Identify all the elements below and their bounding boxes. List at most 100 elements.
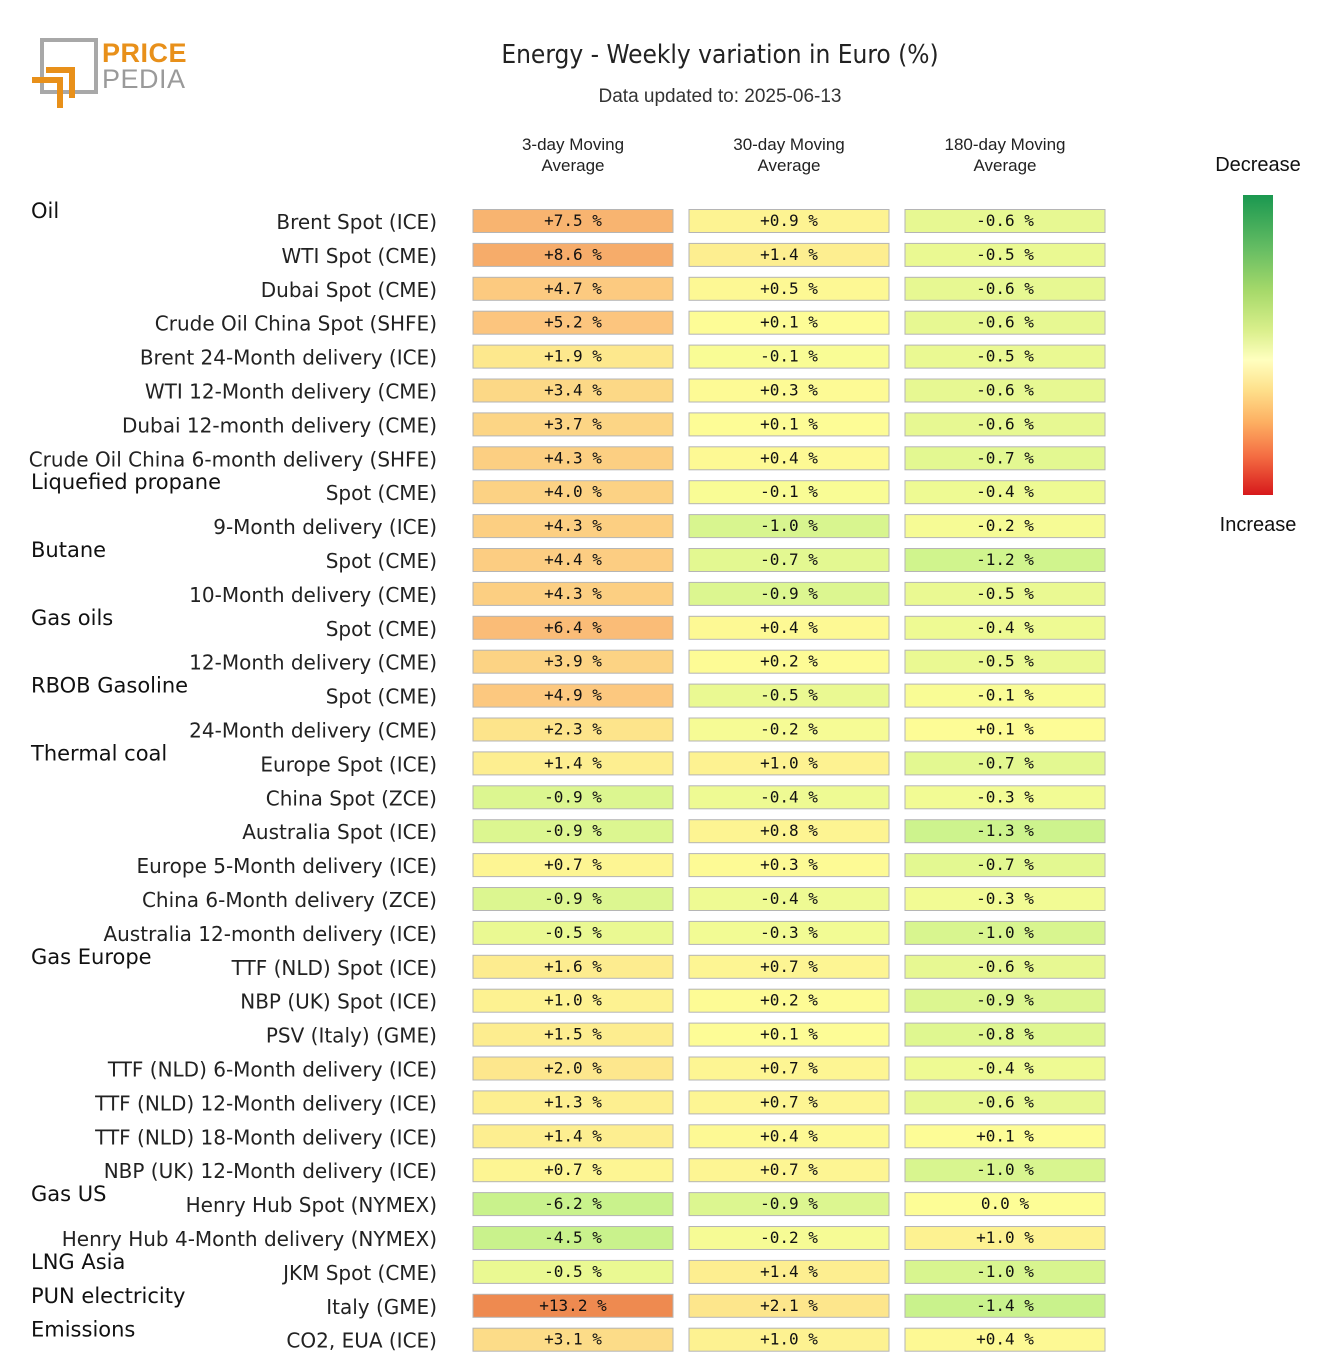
column-header-180day: 180-day Moving Average xyxy=(944,135,1066,175)
row-label: TTF (NLD) 6-Month delivery (ICE) xyxy=(107,1058,437,1082)
cell-value: -0.5 % xyxy=(976,245,1034,264)
cell-3day xyxy=(472,378,674,403)
cell-value: -0.8 % xyxy=(976,1025,1034,1044)
legend-color-scale xyxy=(1243,195,1273,495)
cell-3day xyxy=(472,1124,674,1149)
group-label: Thermal coal xyxy=(30,741,167,765)
cell-value: +1.0 % xyxy=(544,991,602,1010)
cell-30day xyxy=(688,548,890,572)
row-label: 12-Month delivery (CME) xyxy=(189,651,437,675)
row-label: Australia 12-month delivery (ICE) xyxy=(103,922,437,946)
cell-180day xyxy=(904,446,1106,471)
cell-value: +0.4 % xyxy=(976,1330,1034,1349)
cell-value: +1.4 % xyxy=(544,753,602,772)
cell-value: -0.9 % xyxy=(544,787,602,806)
row-label: Henry Hub 4-Month delivery (NYMEX) xyxy=(62,1227,437,1251)
cell-value: +0.2 % xyxy=(760,652,818,671)
cell-value: -0.6 % xyxy=(976,313,1034,332)
cell-value: +0.7 % xyxy=(544,1160,602,1179)
cell-value: +0.1 % xyxy=(760,414,818,433)
row-label: JKM Spot (CME) xyxy=(281,1261,437,1285)
cell-value: -0.1 % xyxy=(760,347,818,366)
cell-value: -1.2 % xyxy=(976,550,1034,569)
cell-3day xyxy=(472,242,674,267)
cell-30day xyxy=(688,1226,890,1250)
cell-3day xyxy=(472,1192,674,1217)
cell-180day xyxy=(904,649,1106,674)
cell-value: +0.7 % xyxy=(760,1160,818,1179)
cell-value: +0.5 % xyxy=(760,279,818,298)
cell-3day xyxy=(472,446,674,471)
cell-value: -0.9 % xyxy=(760,584,818,603)
cell-30day xyxy=(688,819,890,844)
cell-value: +1.0 % xyxy=(760,753,818,772)
cell-value: -0.5 % xyxy=(760,686,818,705)
row-label: Dubai Spot (CME) xyxy=(261,278,437,302)
row-label: 24-Month delivery (CME) xyxy=(189,719,437,743)
cell-value: -0.3 % xyxy=(976,787,1034,806)
group-label: RBOB Gasoline xyxy=(31,674,188,698)
cell-180day xyxy=(904,954,1106,979)
cell-3day xyxy=(472,480,674,505)
cell-30day xyxy=(688,378,890,403)
cell-180day xyxy=(904,276,1106,301)
cell-3day xyxy=(472,1090,674,1115)
cell-value: +3.4 % xyxy=(544,381,602,400)
cell-value: -1.3 % xyxy=(976,821,1034,840)
cell-value: -1.0 % xyxy=(760,516,818,535)
cell-value: -0.7 % xyxy=(976,753,1034,772)
cell-value: +0.4 % xyxy=(760,448,818,467)
cell-30day xyxy=(688,1293,890,1318)
cell-30day xyxy=(688,209,890,233)
cell-value: -0.9 % xyxy=(976,991,1034,1010)
cell-value: +1.9 % xyxy=(544,347,602,366)
cell-value: -0.5 % xyxy=(544,1262,602,1281)
row-label: PSV (Italy) (GME) xyxy=(266,1024,437,1048)
row-label: China 6-Month delivery (ZCE) xyxy=(142,888,437,912)
cell-value: +0.2 % xyxy=(760,991,818,1010)
cell-value: -0.6 % xyxy=(976,211,1034,230)
cell-180day xyxy=(904,819,1106,844)
cell-180day xyxy=(904,920,1106,945)
cell-value: +1.0 % xyxy=(976,1228,1034,1247)
cell-value: -0.9 % xyxy=(544,889,602,908)
cell-value: +0.7 % xyxy=(760,1092,818,1111)
cell-180day xyxy=(904,514,1106,539)
cell-value: -0.6 % xyxy=(976,381,1034,400)
cell-value: +0.4 % xyxy=(760,618,818,637)
cell-value: +8.6 % xyxy=(544,245,602,264)
chart-title: Energy - Weekly variation in Euro (%) xyxy=(501,40,939,70)
cell-180day xyxy=(904,1056,1106,1081)
cell-3day xyxy=(472,1327,674,1352)
cell-value: -0.6 % xyxy=(976,957,1034,976)
cell-value: +0.9 % xyxy=(760,211,818,230)
cell-180day xyxy=(904,242,1106,267)
cell-value: +1.4 % xyxy=(544,1126,602,1145)
cell-value: -0.7 % xyxy=(976,448,1034,467)
row-label: TTF (NLD) 18-Month delivery (ICE) xyxy=(94,1125,437,1149)
cell-value: +5.2 % xyxy=(544,313,602,332)
legend-decrease-label: Decrease xyxy=(1215,154,1301,176)
column-header-3day: 3-day Moving Average xyxy=(521,135,625,175)
cell-value: +1.4 % xyxy=(760,1262,818,1281)
cell-value: +1.5 % xyxy=(544,1025,602,1044)
cell-3day xyxy=(472,209,674,233)
cell-value: -0.9 % xyxy=(544,821,602,840)
cell-value: -6.2 % xyxy=(544,1194,602,1213)
cell-3day xyxy=(472,310,674,335)
row-label: Crude Oil China Spot (SHFE) xyxy=(155,312,437,336)
cell-3day xyxy=(472,1259,674,1284)
cell-value: -1.0 % xyxy=(976,923,1034,942)
cell-30day xyxy=(688,1259,890,1284)
cell-value: +13.2 % xyxy=(539,1296,607,1315)
cell-value: -0.7 % xyxy=(976,855,1034,874)
cell-value: +0.7 % xyxy=(544,855,602,874)
cell-value: +1.0 % xyxy=(760,1330,818,1349)
cell-3day xyxy=(472,887,674,911)
cell-30day xyxy=(688,446,890,471)
cell-value: +2.1 % xyxy=(760,1296,818,1315)
cell-3day xyxy=(472,276,674,301)
group-label: Gas Europe xyxy=(31,945,152,969)
column-header-30day: 30-day Moving Average xyxy=(733,135,845,175)
cell-30day xyxy=(688,615,890,640)
